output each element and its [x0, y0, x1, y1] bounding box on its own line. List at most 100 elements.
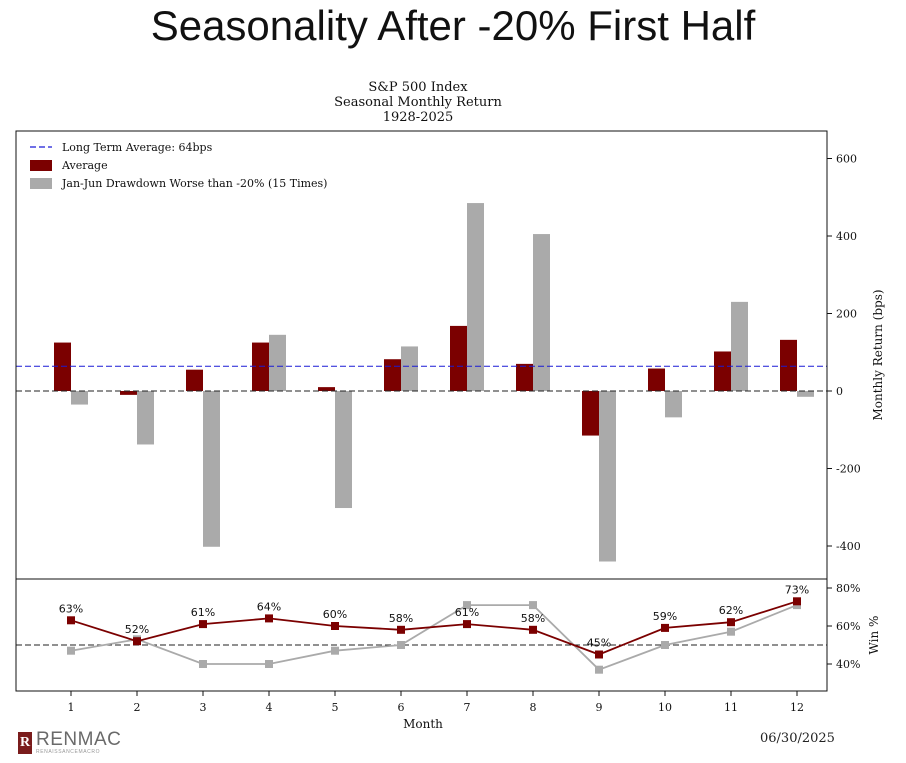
- legend-drawdown-swatch: [30, 178, 52, 189]
- logo-name: RENMAC: [36, 729, 122, 750]
- win-average-point-month-4: [265, 614, 273, 623]
- win-data-label: 61%: [455, 606, 479, 619]
- legend: Long Term Average: 64bps Average Jan-Jun…: [30, 141, 327, 190]
- bar-drawdown-month-11: [731, 301, 748, 391]
- x-axis-label: Month: [403, 717, 443, 731]
- win-data-label: 62%: [719, 604, 743, 617]
- x-tick-label: 12: [790, 701, 804, 714]
- bar-y-tick-label: 0: [836, 385, 843, 398]
- bar-drawdown-month-1: [71, 391, 88, 405]
- bar-average-month-10: [648, 368, 665, 391]
- x-tick-label: 8: [530, 701, 537, 714]
- win-drawdown-point-month-4: [265, 660, 273, 668]
- win-y-ticks: 40% 60% 80%: [827, 582, 860, 671]
- bar-drawdown-month-8: [533, 234, 550, 391]
- win-data-label: 58%: [521, 612, 545, 625]
- bar-y-tick-label: -400: [836, 540, 861, 553]
- win-panel-frame: [15, 578, 828, 692]
- win-average-point-month-10: [661, 623, 669, 632]
- bar-average-month-1: [54, 342, 71, 391]
- bar-average-month-12: [780, 339, 797, 391]
- win-y-tick-label: 60%: [836, 620, 860, 633]
- win-data-label: 59%: [653, 610, 677, 623]
- win-drawdown-point-month-11: [727, 627, 735, 636]
- bar-drawdown-month-3: [203, 391, 220, 547]
- logo-subtitle: RENAISSANCEMACRO: [36, 749, 101, 755]
- bar-average-month-8: [516, 363, 533, 391]
- x-tick-label: 5: [332, 701, 339, 714]
- chart-date: 06/30/2025: [760, 731, 835, 746]
- bar-drawdown-month-9: [599, 391, 616, 562]
- bar-drawdown-month-2: [137, 391, 154, 445]
- bar-y-tick-label: 600: [836, 153, 857, 166]
- x-tick-label: 11: [724, 701, 738, 714]
- chart-subtitle-line-2: 1928-2025: [383, 110, 454, 125]
- win-average-point-month-7: [463, 620, 471, 629]
- x-tick-label: 6: [398, 701, 405, 714]
- bar-drawdown-month-10: [665, 391, 682, 418]
- win-lines: 63% 52% 61% 64% 60% 58% 61% 58% 45% 59% 62% 73%: [16, 583, 827, 674]
- win-average-point-month-2: [133, 637, 141, 646]
- chart-title: S&P 500 Index: [368, 80, 468, 95]
- bar-drawdown-month-5: [335, 391, 352, 509]
- logo-mark-icon: R: [18, 731, 32, 754]
- win-data-label: 60%: [323, 608, 347, 621]
- page-title: Seasonality After -20% First Half: [150, 2, 756, 49]
- win-data-label: 45%: [587, 637, 611, 650]
- bar-reference-lines: [16, 365, 827, 392]
- win-y-axis-label: Win %: [867, 616, 881, 655]
- x-tick-label: 4: [266, 701, 273, 714]
- bar-y-ticks: -400 -200 0 200 400 600: [827, 153, 861, 553]
- bar-average-month-6: [384, 359, 401, 391]
- renmac-logo: R RENMAC RENAISSANCEMACRO: [18, 730, 121, 755]
- chart-subtitle-line-1: Seasonal Monthly Return: [334, 95, 502, 110]
- bar-average-month-4: [252, 342, 269, 391]
- win-average-point-month-12: [793, 597, 801, 606]
- win-data-label: 58%: [389, 612, 413, 625]
- bar-y-tick-label: -200: [836, 463, 861, 476]
- x-tick-label: 10: [658, 701, 672, 714]
- bar-average-month-9: [582, 391, 599, 436]
- win-average-point-month-3: [199, 620, 207, 629]
- x-tick-label: 7: [464, 701, 471, 714]
- win-data-label: 63%: [59, 602, 83, 615]
- win-data-label: 73%: [785, 583, 809, 596]
- bar-drawdown-month-4: [269, 334, 286, 391]
- x-tick-label: 9: [596, 701, 603, 714]
- win-drawdown-point-month-7: [463, 601, 471, 610]
- win-average-point-month-8: [529, 625, 537, 634]
- bar-average-month-3: [186, 369, 203, 391]
- win-data-label: 64%: [257, 600, 281, 613]
- bar-average-month-2: [120, 391, 137, 395]
- legend-drawdown-label: Jan-Jun Drawdown Worse than -20% (15 Tim…: [61, 177, 327, 190]
- win-drawdown-point-month-1: [67, 646, 75, 655]
- bar-average-month-11: [714, 351, 731, 391]
- bar-average-month-5: [318, 387, 335, 391]
- win-drawdown-line: [70, 604, 798, 671]
- x-tick-label: 3: [200, 701, 207, 714]
- bar-average-month-7: [450, 325, 467, 391]
- bar-y-tick-label: 400: [836, 230, 857, 243]
- win-drawdown-point-month-6: [397, 641, 405, 649]
- legend-average-swatch: [30, 160, 52, 171]
- win-average-point-month-9: [595, 650, 603, 659]
- win-data-label: 52%: [125, 623, 149, 636]
- bar-drawdown-month-12: [797, 391, 814, 397]
- legend-long-term-label: Long Term Average: 64bps: [62, 141, 213, 154]
- win-drawdown-point-month-8: [529, 601, 537, 610]
- x-tick-label: 2: [134, 701, 141, 714]
- win-drawdown-point-month-10: [661, 641, 669, 649]
- win-drawdown-point-month-5: [331, 646, 339, 655]
- win-average-point-month-1: [67, 616, 75, 625]
- win-average-point-month-6: [397, 625, 405, 634]
- win-average-point-month-11: [727, 618, 735, 627]
- win-drawdown-point-month-9: [595, 665, 603, 674]
- legend-average-label: Average: [61, 159, 108, 172]
- bar-drawdown-month-7: [467, 203, 484, 391]
- bars: [54, 203, 814, 562]
- bar-drawdown-month-6: [401, 346, 418, 391]
- win-average-line: [70, 600, 798, 656]
- x-ticks: 1 2 3 4 5 6 7 8 9 10 11 12: [68, 691, 804, 714]
- bar-y-tick-label: 200: [836, 308, 857, 321]
